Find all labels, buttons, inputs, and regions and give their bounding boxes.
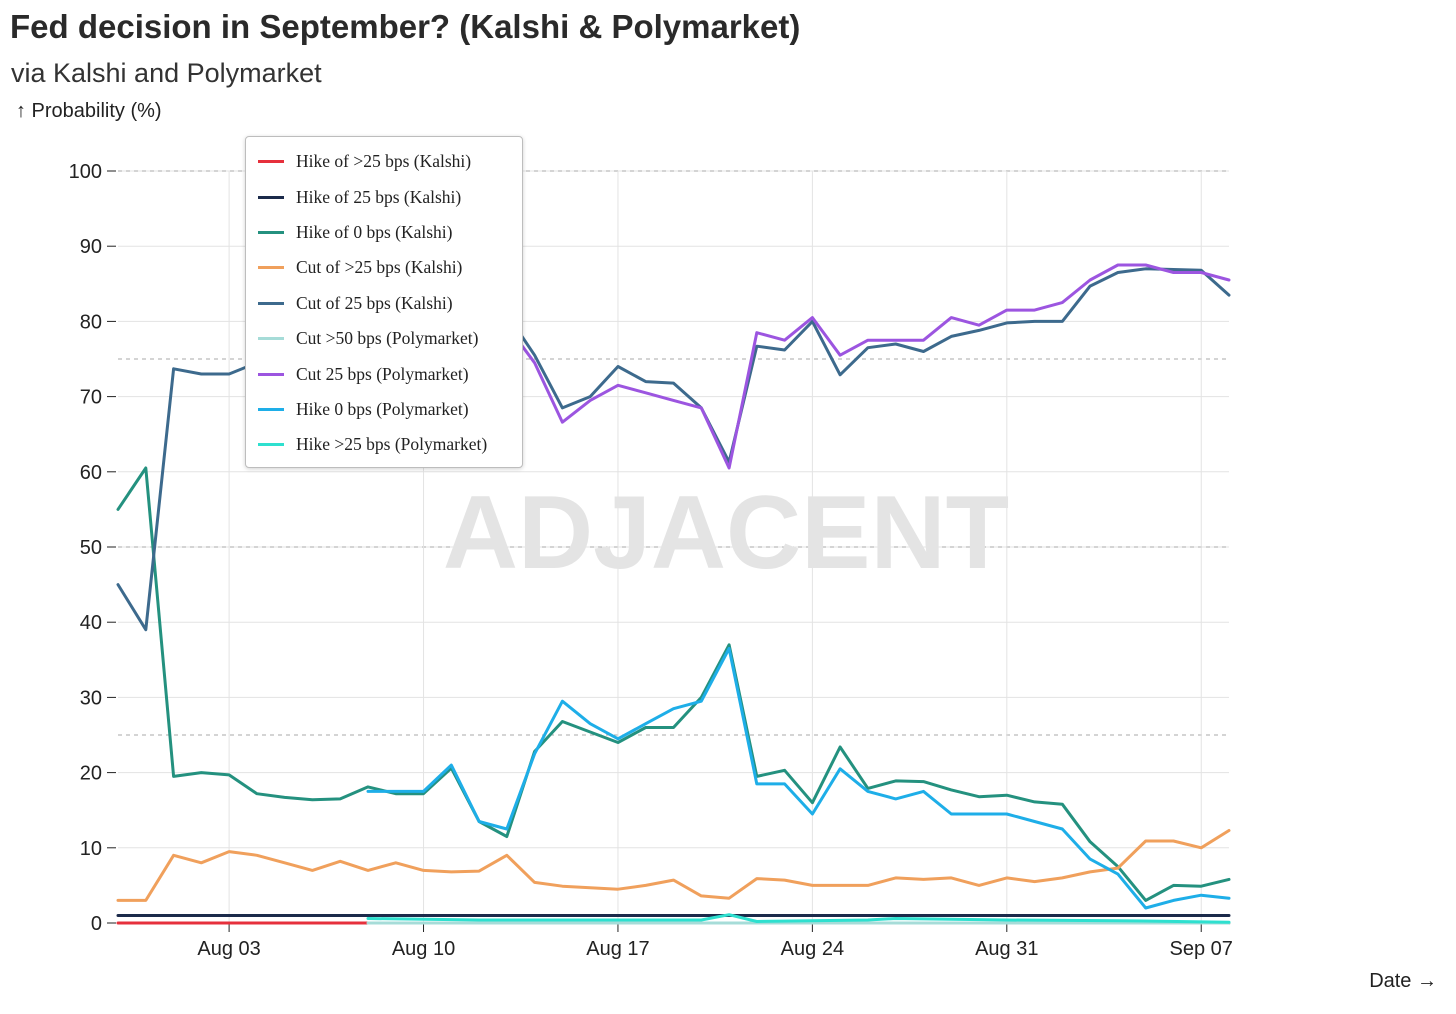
legend-label: Hike of >25 bps (Kalshi) [296,151,472,172]
legend-item-hike-0-bps-polymarket[interactable]: Hike 0 bps (Polymarket) [246,392,522,427]
x-tick-label: Aug 10 [392,938,455,960]
axes: 0 10 20 30 40 50 60 70 80 90 100 Aug 03 Aug 10 Aug 17… [69,161,1233,960]
watermark: ADJACENT [443,475,1009,591]
legend-item-cut-of-25-bps-kalshi[interactable]: Cut of >25 bps (Kalshi) [246,250,522,285]
y-tick-label: 40 [80,612,102,634]
legend-swatch [258,337,284,341]
y-tick-label: 20 [80,763,102,785]
x-tick-label: Aug 03 [197,938,260,960]
chart-subtitle: via Kalshi and Polymarket [11,58,322,88]
y-tick-label: 100 [69,161,102,183]
chart-title: Fed decision in September? (Kalshi & Pol… [10,8,801,45]
legend-swatch [258,230,284,234]
x-tick-label: Sep 07 [1170,938,1233,960]
legend-item-cut-50-bps-polymarket[interactable]: Cut >50 bps (Polymarket) [246,321,522,356]
y-tick-label: 80 [80,311,102,333]
legend-item-cut-of-25-bps-kalshi[interactable]: Cut of 25 bps (Kalshi) [246,286,522,321]
legend-swatch [258,443,284,447]
legend-item-hike-of-25-bps-kalshi[interactable]: Hike of >25 bps (Kalshi) [246,144,522,179]
legend-label: Hike of 25 bps (Kalshi) [296,186,462,207]
legend-swatch [258,301,284,305]
legend-swatch [258,266,284,270]
y-tick-label: 70 [80,387,102,409]
y-axis-label: ↑ Probability (%) [16,100,162,122]
legend-label: Cut 25 bps (Polymarket) [296,363,469,384]
series-line-cut-of-25-bps-kalshi [116,829,1231,902]
series-line-hike-of-0-bps-kalshi [116,466,1231,902]
y-tick-label: 90 [80,236,102,258]
y-tick-label: 30 [80,687,102,709]
legend-label: Hike of 0 bps (Kalshi) [296,221,453,242]
y-tick-label: 0 [91,913,102,935]
legend-item-hike-of-25-bps-kalshi[interactable]: Hike of 25 bps (Kalshi) [246,179,522,214]
legend-label: Cut >50 bps (Polymarket) [296,328,479,349]
legend-swatch [258,372,284,376]
y-tick-label: 10 [80,838,102,860]
x-tick-label: Aug 17 [586,938,649,960]
legend-label: Hike 0 bps (Polymarket) [296,398,469,419]
legend-swatch [258,160,284,164]
y-tick-label: 50 [80,537,102,559]
series-line-hike-0-bps-polymarket [366,647,1231,910]
x-tick-label: Aug 31 [975,938,1038,960]
legend-item-cut-25-bps-polymarket[interactable]: Cut 25 bps (Polymarket) [246,356,522,391]
series-line-hike-25-bps-polymarket [366,913,1231,924]
y-tick-label: 60 [80,462,102,484]
legend-label: Cut of >25 bps (Kalshi) [296,257,463,278]
legend: Hike of >25 bps (Kalshi) Hike of 25 bps (… [245,136,523,468]
legend-item-hike-of-0-bps-kalshi[interactable]: Hike of 0 bps (Kalshi) [246,215,522,250]
legend-label: Hike >25 bps (Polymarket) [296,434,488,455]
legend-swatch [258,407,284,411]
x-tick-label: Aug 24 [781,938,844,960]
x-axis-label: Date → [1369,970,1437,992]
legend-label: Cut of 25 bps (Kalshi) [296,292,453,313]
legend-swatch [258,195,284,199]
legend-item-hike-25-bps-polymarket[interactable]: Hike >25 bps (Polymarket) [246,427,522,462]
